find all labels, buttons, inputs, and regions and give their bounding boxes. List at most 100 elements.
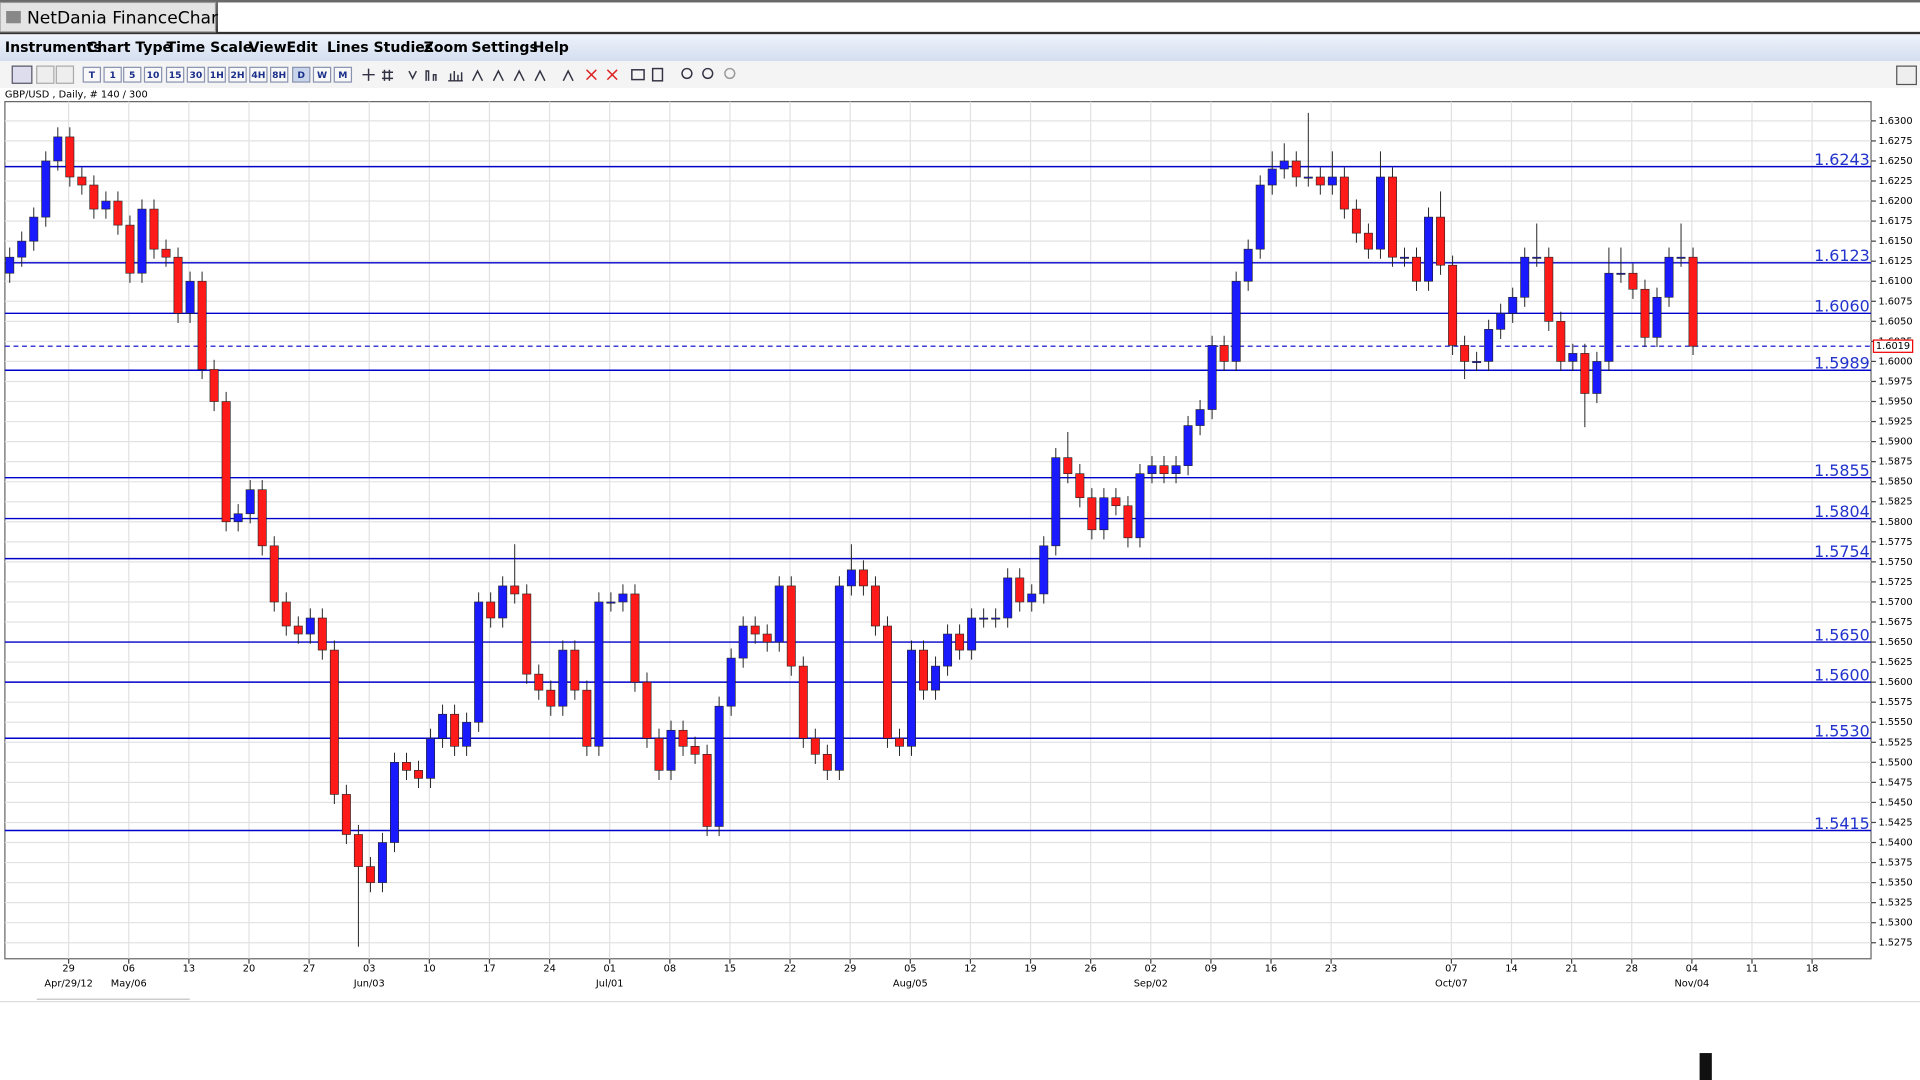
candle-body — [1556, 321, 1566, 362]
timescale-button[interactable] — [207, 66, 226, 83]
y-tick-label: 1.5375 — [1878, 858, 1912, 869]
candle-body — [1387, 176, 1397, 258]
candle-body — [1183, 425, 1193, 466]
candle-body — [895, 737, 904, 747]
y-tick-label: 1.5575 — [1878, 697, 1912, 708]
y-tick-label: 1.5775 — [1878, 537, 1912, 548]
chart-type-button[interactable] — [55, 65, 75, 84]
y-tick-label: 1.6000 — [1878, 356, 1912, 367]
x-tick-label: 11 — [1746, 964, 1758, 975]
x-tick-label: 14 — [1505, 964, 1517, 975]
candle-body — [1484, 329, 1494, 362]
level-label: 1.5804 — [1814, 502, 1870, 521]
y-tick-label: 1.5875 — [1878, 457, 1912, 468]
candle-body — [341, 794, 351, 835]
level-label: 1.6060 — [1814, 297, 1870, 316]
x-month-label: Oct/07 — [1435, 978, 1468, 989]
menu-item[interactable]: Settings — [471, 40, 537, 56]
level-label: 1.5989 — [1814, 354, 1870, 373]
candle-body — [1291, 160, 1301, 178]
toolbar-buttons: T 1 5 10 15 30 1H 2H 4H 8H D W M — [11, 65, 353, 84]
menu-item[interactable]: Studies — [373, 40, 433, 56]
x-tick-label: 28 — [1626, 964, 1638, 975]
candle-body — [426, 737, 436, 779]
candle-body — [786, 585, 796, 667]
timescale-label: 10 — [147, 70, 160, 81]
candle-body — [1616, 272, 1626, 275]
timescale-label: 5 — [129, 70, 135, 81]
y-tick-label: 1.5700 — [1878, 597, 1912, 608]
timescale-button[interactable] — [249, 66, 268, 83]
y-tick-label: 1.5425 — [1878, 817, 1912, 828]
x-tick-label: 10 — [423, 964, 435, 975]
timescale-button[interactable] — [312, 66, 332, 83]
candle-body — [1219, 345, 1229, 362]
y-tick-label: 1.6225 — [1878, 176, 1912, 187]
candle-body — [1448, 264, 1458, 346]
y-tick-label: 1.5400 — [1878, 838, 1912, 849]
chart-type-button[interactable] — [36, 65, 55, 84]
menu-item[interactable]: Help — [533, 40, 569, 56]
y-tick-label: 1.5625 — [1878, 657, 1912, 668]
menu-item[interactable]: Zoom — [424, 40, 468, 56]
x-tick-label: 15 — [724, 964, 736, 975]
y-tick-label: 1.5725 — [1878, 577, 1912, 588]
candle-body — [798, 665, 808, 739]
candle-body — [1568, 353, 1578, 362]
candle-body — [233, 513, 243, 523]
x-tick-label: 23 — [1325, 964, 1337, 975]
candle-body — [1640, 288, 1650, 338]
menu-item[interactable]: Instruments — [5, 40, 102, 56]
timescale-button[interactable] — [292, 66, 311, 83]
timescale-button[interactable] — [186, 66, 206, 83]
candle-body — [570, 649, 580, 691]
menu-item[interactable]: Lines — [327, 40, 369, 56]
y-tick-label: 1.5825 — [1878, 497, 1912, 508]
candle-body — [726, 657, 736, 707]
timescale-button[interactable] — [333, 66, 353, 83]
y-tick-label: 1.5750 — [1878, 557, 1912, 568]
level-label: 1.6123 — [1814, 246, 1870, 265]
candle-body — [546, 689, 556, 707]
timescale-button[interactable] — [103, 66, 122, 83]
last-price-label: 1.6019 — [1876, 341, 1910, 352]
menu-item[interactable]: Time Scale — [167, 40, 253, 56]
candle-body — [1039, 545, 1049, 595]
timescale-label: 1 — [109, 70, 115, 81]
candle-body — [1255, 184, 1265, 250]
timescale-button[interactable] — [82, 66, 102, 83]
menu-item[interactable]: Chart Type — [87, 40, 172, 56]
candle-body — [1315, 176, 1325, 186]
candles — [5, 112, 1698, 947]
timescale-button[interactable] — [270, 66, 289, 83]
timescale-button[interactable] — [165, 66, 185, 83]
candle-body — [161, 248, 171, 258]
x-month-label: Aug/05 — [893, 978, 928, 989]
candle-body — [1075, 473, 1085, 499]
candle-body — [1159, 465, 1169, 474]
timescale-label: 4H — [251, 70, 265, 81]
menu-item[interactable]: Edit — [287, 40, 319, 56]
candle-body — [510, 585, 520, 595]
panel-button[interactable] — [1896, 65, 1917, 86]
timescale-button[interactable] — [228, 66, 247, 83]
chart-type-button[interactable] — [11, 65, 33, 84]
candle-body — [197, 280, 207, 370]
app-title: NetDania FinanceChart — [27, 8, 225, 28]
x-month-label: Apr/29/12 — [44, 978, 92, 989]
candle-body — [1676, 256, 1686, 259]
candle-body — [834, 585, 844, 771]
x-tick-label: 09 — [1205, 964, 1217, 975]
menu-item[interactable]: View — [249, 40, 287, 56]
timescale-button[interactable] — [123, 66, 142, 83]
timescale-label: W — [317, 70, 327, 81]
candle-body — [1303, 176, 1313, 179]
candle-body — [1123, 505, 1133, 539]
y-tick-label: 1.5925 — [1878, 417, 1912, 428]
candle-body — [967, 617, 977, 651]
timescale-button[interactable] — [143, 66, 163, 83]
candle-body — [1688, 256, 1698, 347]
x-tick-label: 21 — [1565, 964, 1577, 975]
candle-body — [714, 705, 724, 827]
candle-body — [1496, 313, 1506, 330]
